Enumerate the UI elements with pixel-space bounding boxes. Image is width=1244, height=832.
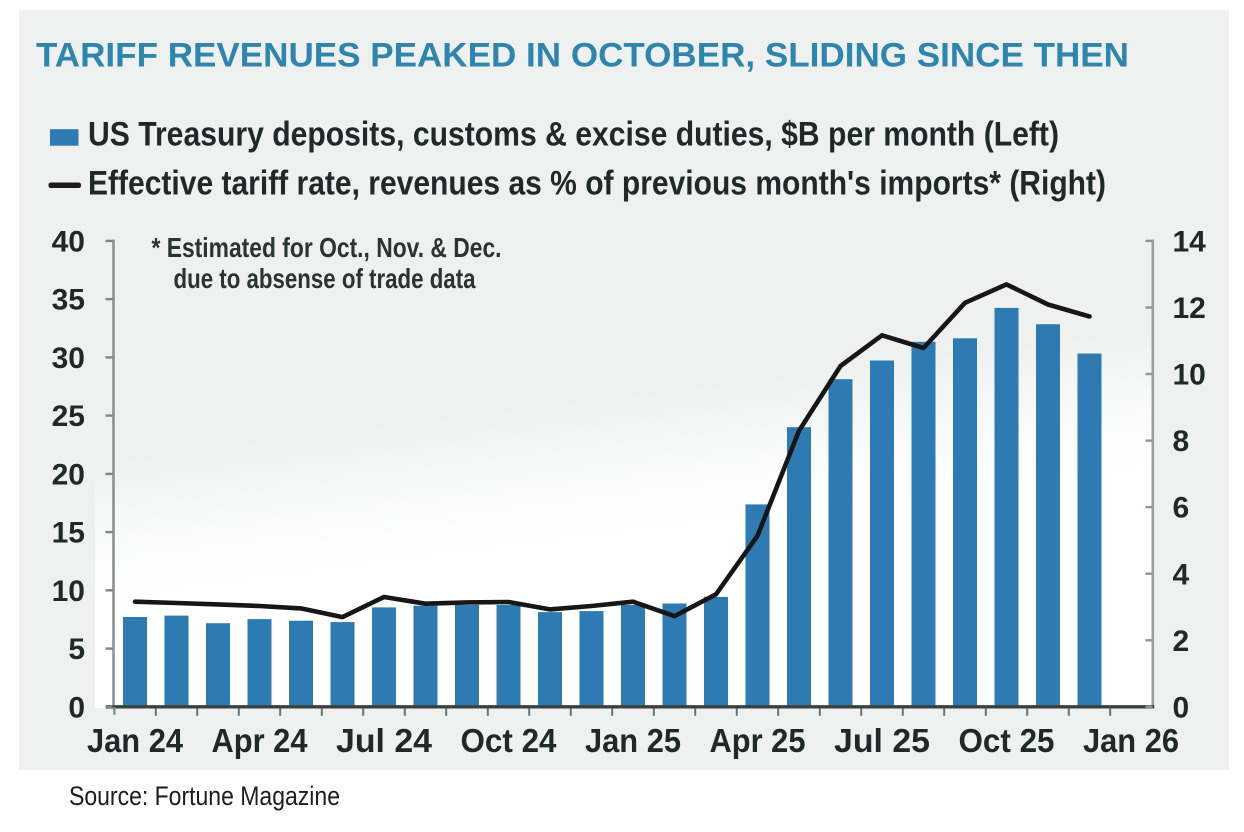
svg-text:15: 15 xyxy=(52,517,85,550)
svg-text:12: 12 xyxy=(1173,292,1206,325)
svg-text:due to absense of trade data: due to absense of trade data xyxy=(174,263,476,294)
svg-text:Jul 24: Jul 24 xyxy=(336,722,433,759)
svg-text:Jul 25: Jul 25 xyxy=(834,722,930,759)
svg-text:6: 6 xyxy=(1173,492,1190,525)
svg-text:Jan 24: Jan 24 xyxy=(87,722,184,759)
svg-text:10: 10 xyxy=(52,575,85,608)
svg-text:US Treasury deposits, customs: US Treasury deposits, customs & excise d… xyxy=(88,116,1059,154)
svg-text:10: 10 xyxy=(1173,359,1206,392)
svg-text:5: 5 xyxy=(68,633,85,666)
svg-text:0: 0 xyxy=(1173,691,1190,724)
svg-text:4: 4 xyxy=(1173,558,1190,591)
svg-text:Oct 25: Oct 25 xyxy=(959,722,1055,759)
svg-text:TARIFF REVENUES PEAKED IN OCTO: TARIFF REVENUES PEAKED IN OCTOBER, SLIDI… xyxy=(36,37,1129,75)
svg-text:Jan 25: Jan 25 xyxy=(585,722,681,759)
svg-text:35: 35 xyxy=(52,284,85,317)
svg-text:30: 30 xyxy=(52,342,85,375)
svg-text:2: 2 xyxy=(1173,625,1190,658)
svg-text:* Estimated for Oct., Nov. & D: * Estimated for Oct., Nov. & Dec. xyxy=(152,232,502,263)
svg-text:40: 40 xyxy=(52,226,85,259)
svg-text:14: 14 xyxy=(1173,226,1207,259)
svg-text:20: 20 xyxy=(52,459,85,492)
svg-text:Apr 25: Apr 25 xyxy=(710,722,806,759)
svg-text:25: 25 xyxy=(52,400,85,433)
svg-text:Effective tariff rate, revenue: Effective tariff rate, revenues as % of … xyxy=(88,165,1106,203)
svg-text:8: 8 xyxy=(1173,425,1190,458)
svg-text:Source: Fortune Magazine: Source: Fortune Magazine xyxy=(69,781,340,811)
svg-text:0: 0 xyxy=(68,691,85,724)
svg-text:Apr 24: Apr 24 xyxy=(212,722,309,759)
svg-text:Oct 24: Oct 24 xyxy=(461,722,558,759)
svg-text:Jan 26: Jan 26 xyxy=(1083,722,1179,759)
